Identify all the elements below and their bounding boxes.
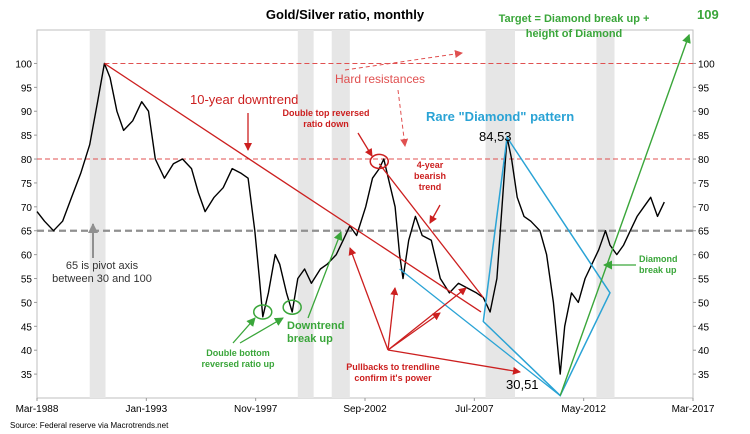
annotation-bearish-line1: 4-year — [417, 160, 444, 170]
y-tick-label: 50 — [21, 298, 33, 309]
y-tick-label: 90 — [21, 107, 33, 118]
x-tick-label: Sep-2002 — [343, 404, 387, 415]
annotation-diamond: Rare "Diamond" pattern — [426, 109, 574, 124]
annotation-diamond-break-line1: Diamond — [639, 254, 678, 264]
y-tick-label: 35 — [698, 370, 710, 381]
annotation-target-line1: Target = Diamond break up + — [499, 13, 650, 25]
annotation-target-value: 109 — [697, 7, 719, 22]
source-note: Source: Federal reserve via Macrotrends.… — [10, 421, 169, 430]
ratio-series-line — [36, 62, 665, 375]
target-arrow — [559, 33, 691, 396]
annotation-double-bottom-line1: Double bottom — [206, 348, 270, 358]
chart-title: Gold/Silver ratio, monthly — [266, 7, 425, 22]
bearish-label-arrow — [429, 204, 441, 224]
y-tick-label: 95 — [698, 83, 710, 94]
y-tick-label: 80 — [698, 155, 710, 166]
annotation-double-top-line2: ratio down — [303, 119, 349, 129]
annotation-pivot-line2: between 30 and 100 — [52, 273, 152, 285]
annotation-diamond-break-line2: break up — [639, 265, 677, 275]
pullback-arrow — [387, 287, 467, 351]
x-tick-label: Mar-2017 — [672, 404, 715, 415]
annotation-hard-resistances: Hard resistances — [335, 72, 425, 86]
y-tick-label: 90 — [698, 107, 710, 118]
y-tick-label: 40 — [21, 346, 33, 357]
shaded-period — [89, 30, 106, 398]
double-top-circle — [369, 153, 390, 170]
pullback-arrow — [387, 349, 521, 375]
x-tick-label: Nov-1997 — [234, 404, 278, 415]
y-tick-label: 65 — [698, 227, 710, 238]
y-tick-label: 65 — [21, 227, 33, 238]
pullback-arrow — [387, 287, 399, 351]
double-bottom-arrow — [239, 317, 284, 344]
y-tick-label: 100 — [15, 59, 32, 70]
pullback-arrow — [348, 247, 389, 351]
resistance-arrow — [397, 89, 409, 147]
annotation-pullbacks-line1: Pullbacks to trendline — [346, 362, 440, 372]
annotation-downtrend: 10-year downtrend — [190, 92, 298, 107]
x-tick-label: Jul-2007 — [455, 404, 494, 415]
y-tick-label: 95 — [21, 83, 33, 94]
y-tick-label: 35 — [21, 370, 33, 381]
y-tick-label: 60 — [21, 251, 33, 262]
x-tick-label: Jan-1993 — [125, 404, 167, 415]
annotation-downtrend-break-line2: break up — [287, 333, 333, 345]
y-tick-label: 60 — [698, 251, 710, 262]
annotation-double-top-line1: Double top reversed — [282, 108, 369, 118]
resistance-arrow — [344, 50, 463, 71]
y-tick-label: 50 — [698, 298, 710, 309]
y-tick-label: 70 — [21, 203, 33, 214]
shaded-period — [596, 30, 615, 398]
y-tick-label: 85 — [21, 131, 33, 142]
x-tick-label: May-2012 — [561, 404, 606, 415]
annotation-pullbacks-line2: confirm it's power — [354, 373, 432, 383]
downtrend-break-arrow — [307, 231, 343, 319]
double-bottom-arrow — [232, 317, 256, 344]
y-tick-label: 100 — [698, 59, 715, 70]
y-tick-label: 75 — [698, 179, 710, 190]
y-tick-label: 40 — [698, 346, 710, 357]
downtrend-line — [104, 62, 482, 313]
x-tick-label: Mar-1988 — [16, 404, 59, 415]
y-tick-label: 55 — [21, 275, 33, 286]
shaded-period — [485, 30, 515, 398]
annotation-double-bottom-line2: reversed ratio up — [201, 359, 275, 369]
y-tick-label: 70 — [698, 203, 710, 214]
annotation-peak-value: 84,53 — [479, 129, 512, 144]
diamond-extension-line — [399, 268, 561, 397]
diamond-pattern — [482, 135, 611, 397]
y-tick-label: 55 — [698, 275, 710, 286]
double-bottom-circle — [282, 299, 302, 315]
y-tick-label: 75 — [21, 179, 33, 190]
y-tick-label: 85 — [698, 131, 710, 142]
y-tick-label: 45 — [698, 322, 710, 333]
y-tick-label: 45 — [21, 322, 33, 333]
double-bottom-circle — [253, 304, 273, 320]
annotation-downtrend-break-line1: Downtrend — [287, 320, 344, 332]
annotation-bearish-line2: bearish — [414, 171, 446, 181]
annotation-trough-value: 30,51 — [506, 377, 539, 392]
bearish-trend-line — [378, 163, 484, 299]
y-tick-label: 80 — [21, 155, 33, 166]
shaded-period — [331, 30, 350, 398]
annotation-bearish-line3: trend — [419, 182, 442, 192]
double-top-arrow — [357, 132, 373, 157]
annotation-target-line2: height of Diamond — [526, 28, 623, 40]
annotation-pivot-line1: 65 is pivot axis — [66, 260, 139, 272]
